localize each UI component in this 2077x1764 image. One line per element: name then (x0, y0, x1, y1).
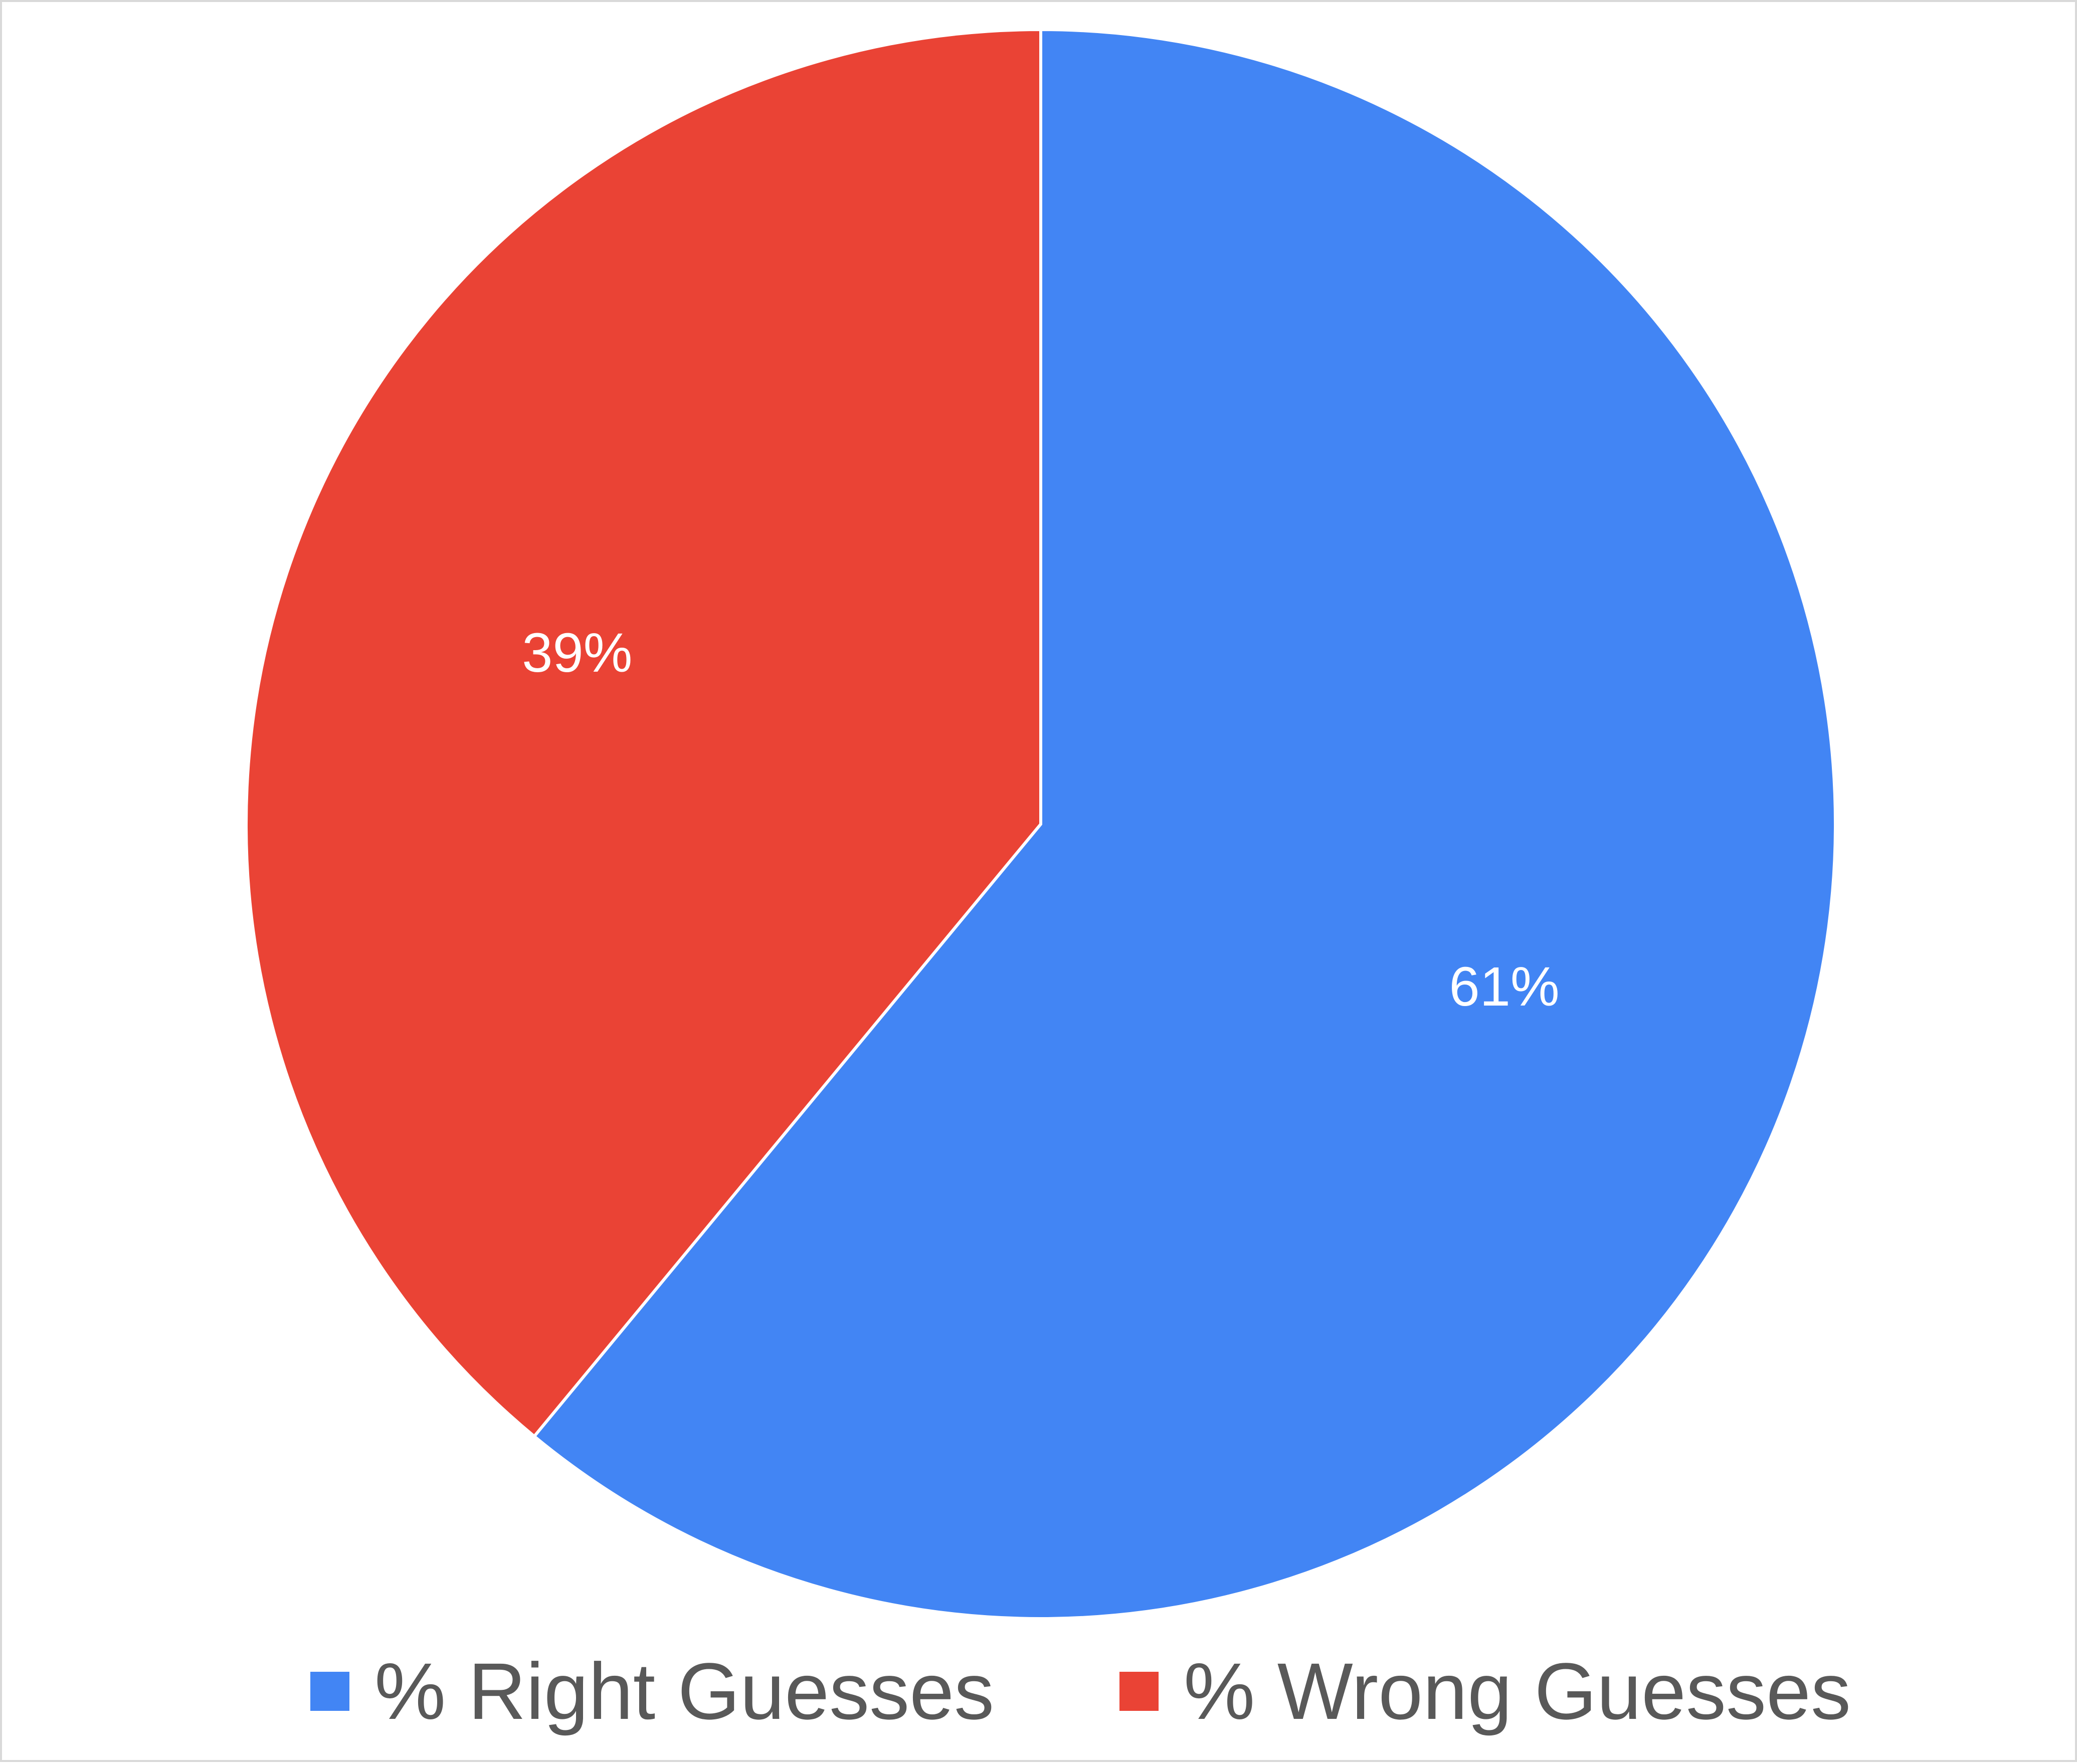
legend-item-wrong-guesses[interactable]: % Wrong Guesses (1119, 1651, 1851, 1731)
data-label-right-guesses: 61% (1449, 956, 1560, 1018)
legend-swatch-wrong-guesses (1119, 1672, 1159, 1711)
legend: % Right Guesses % Wrong Guesses (42, 1646, 2077, 1736)
legend-label-wrong-guesses: % Wrong Guesses (1184, 1646, 1851, 1736)
pie-slice-right-guesses[interactable] (532, 28, 1837, 1620)
legend-item-right-guesses[interactable]: % Right Guesses (310, 1651, 994, 1731)
pie-slices (245, 28, 1837, 1620)
data-label-wrong-guesses: 39% (522, 622, 632, 684)
pie-slice-wrong-guesses[interactable] (245, 28, 1042, 1439)
legend-label-right-guesses: % Right Guesses (374, 1646, 995, 1736)
legend-swatch-right-guesses (310, 1672, 349, 1711)
pie-data-labels: 61% 39% (522, 622, 1559, 1018)
